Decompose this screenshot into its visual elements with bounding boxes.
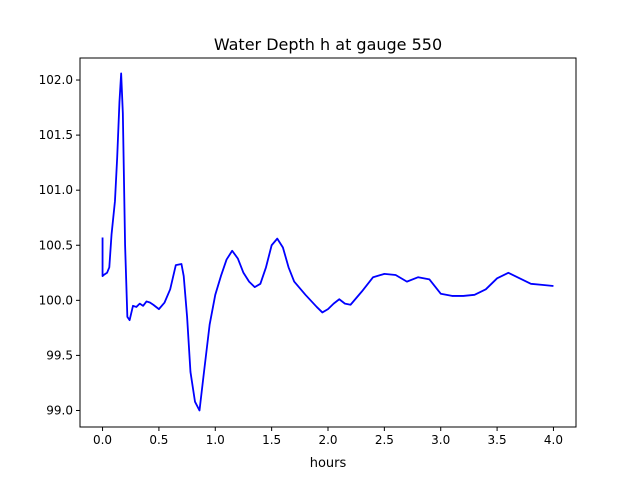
y-tick-label: 100.5	[39, 238, 73, 252]
x-tick-label: 2.5	[375, 433, 394, 447]
x-axis-ticks: 0.0 0.5 1.0 1.5 2.0 2.5 3.0 3.5 4.0	[93, 427, 563, 447]
y-tick-label: 101.0	[39, 183, 73, 197]
y-tick-label: 102.0	[39, 73, 73, 87]
plot-area	[101, 72, 554, 412]
y-tick-label: 99.0	[46, 403, 73, 417]
x-tick-label: 0.0	[93, 433, 112, 447]
y-axis-ticks: 99.0 99.5 100.0 100.5 101.0 101.5 102.0	[39, 73, 80, 417]
y-tick-label: 101.5	[39, 128, 73, 142]
x-tick-label: 3.0	[431, 433, 450, 447]
x-tick-label: 0.5	[149, 433, 168, 447]
x-tick-label: 4.0	[544, 433, 563, 447]
x-tick-label: 2.0	[318, 433, 337, 447]
x-tick-label: 1.5	[262, 433, 281, 447]
x-tick-label: 1.0	[206, 433, 225, 447]
chart-title: Water Depth h at gauge 550	[214, 35, 442, 54]
y-tick-label: 100.0	[39, 293, 73, 307]
y-tick-label: 99.5	[46, 348, 73, 362]
x-tick-label: 3.5	[488, 433, 507, 447]
x-axis-label: hours	[310, 456, 347, 471]
series-line	[101, 72, 554, 412]
